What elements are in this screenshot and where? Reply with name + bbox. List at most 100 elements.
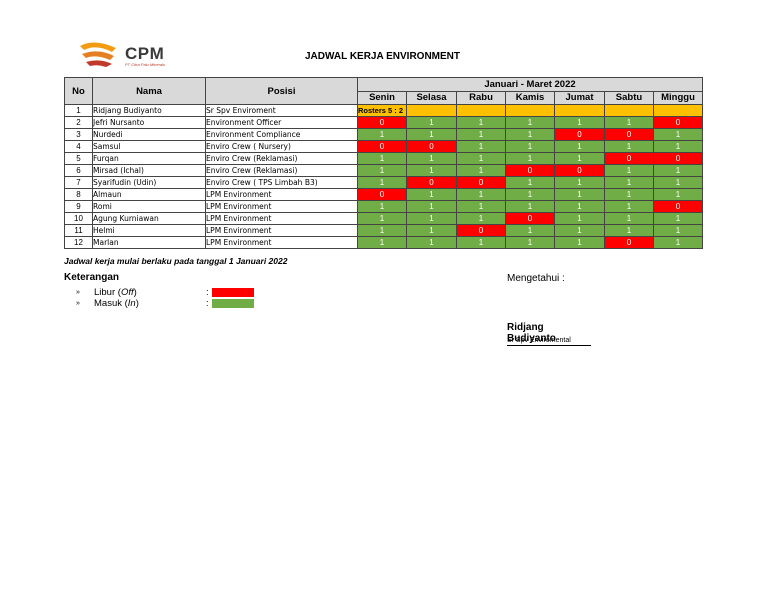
- schedule-cell: 0: [653, 116, 703, 129]
- schedule-cell: 0: [505, 164, 555, 177]
- header-nama: Nama: [92, 77, 206, 105]
- employee-position: Environment Compliance: [205, 128, 358, 141]
- schedule-cell: 1: [554, 212, 605, 225]
- schedule-cell: 1: [406, 236, 457, 249]
- schedule-cell: 1: [653, 236, 703, 249]
- legend-swatch-on: [212, 299, 254, 308]
- schedule-cell: 1: [604, 188, 654, 201]
- employee-name: Romi: [92, 200, 206, 213]
- schedule-cell: 1: [604, 200, 654, 213]
- employee-position: LPM Environment: [205, 212, 358, 225]
- header-day: Rabu: [456, 91, 506, 105]
- header-day: Kamis: [505, 91, 555, 105]
- table-row: 11 Helmi LPM Environment 1 1 0 1 1 1 1: [64, 224, 703, 237]
- logo-subtitle: PT Citra Palu Minerals: [125, 62, 166, 67]
- row-number: 12: [64, 236, 93, 249]
- employee-position: LPM Environment: [205, 236, 358, 249]
- roster-fill-cell: [653, 104, 703, 117]
- schedule-cell: 1: [554, 236, 605, 249]
- schedule-cell: 1: [604, 140, 654, 153]
- schedule-cell: 1: [653, 212, 703, 225]
- schedule-cell: 0: [456, 176, 506, 189]
- schedule-cell: 1: [357, 176, 407, 189]
- schedule-cell: 1: [456, 140, 506, 153]
- header-day: Sabtu: [604, 91, 654, 105]
- schedule-cell: 1: [505, 140, 555, 153]
- legend-colon: :: [206, 287, 209, 298]
- row-number: 5: [64, 152, 93, 165]
- legend-item-on: » Masuk ( In ) :: [76, 298, 254, 309]
- schedule-cell: 1: [456, 200, 506, 213]
- header-day: Senin: [357, 91, 407, 105]
- roster-label: Rosters 5 : 2: [357, 104, 407, 117]
- schedule-cell: 1: [604, 116, 654, 129]
- schedule-cell: 0: [406, 176, 457, 189]
- employee-name: Furqan: [92, 152, 206, 165]
- schedule-cell: 1: [604, 212, 654, 225]
- employee-name: Nurdedi: [92, 128, 206, 141]
- table-row: 7 Syarifudin (Udin) Enviro Crew ( TPS Limb…: [64, 176, 703, 189]
- schedule-cell: 0: [604, 236, 654, 249]
- schedule-cell: 1: [406, 116, 457, 129]
- table-row: 3 Nurdedi Environment Compliance 1 1 1 1 0 0 1: [64, 128, 703, 141]
- schedule-cell: 0: [653, 200, 703, 213]
- row-number: 1: [64, 104, 93, 117]
- row-number: 7: [64, 176, 93, 189]
- employee-name: Syarifudin (Udin): [92, 176, 206, 189]
- schedule-cell: 1: [505, 236, 555, 249]
- row-number: 4: [64, 140, 93, 153]
- schedule-cell: 0: [505, 212, 555, 225]
- table-row: 12 Marlan LPM Environment 1 1 1 1 1 0 1: [64, 236, 703, 249]
- schedule-cell: 1: [357, 224, 407, 237]
- employee-position: Enviro Crew ( Nursery): [205, 140, 358, 153]
- schedule-cell: 0: [357, 116, 407, 129]
- table-row: 8 Almaun LPM Environment 0 1 1 1 1 1 1: [64, 188, 703, 201]
- schedule-cell: 1: [406, 152, 457, 165]
- roster-fill-cell: [604, 104, 654, 117]
- schedule-cell: 1: [357, 200, 407, 213]
- schedule-cell: 1: [456, 128, 506, 141]
- schedule-cell: 1: [357, 152, 407, 165]
- employee-name: Ridjang Budiyanto: [92, 104, 206, 117]
- schedule-cell: 0: [604, 152, 654, 165]
- legend-item-off: » Libur ( Off ) :: [76, 287, 254, 298]
- schedule-cell: 1: [357, 164, 407, 177]
- schedule-cell: 1: [456, 188, 506, 201]
- header-day: Minggu: [653, 91, 703, 105]
- table-row: 1 Ridjang Budiyanto Sr Spv Enviroment Roste…: [64, 104, 703, 117]
- employee-name: Samsul: [92, 140, 206, 153]
- schedule-cell: 1: [505, 188, 555, 201]
- table-row: 9 Romi LPM Environment 1 1 1 1 1 1 0: [64, 200, 703, 213]
- employee-position: Enviro Crew ( TPS Limbah B3): [205, 176, 358, 189]
- schedule-cell: 1: [357, 128, 407, 141]
- schedule-cell: 0: [554, 164, 605, 177]
- logo-text: CPM: [125, 44, 165, 63]
- schedule-cell: 1: [554, 152, 605, 165]
- table-row: 4 Samsul Enviro Crew ( Nursery) 0 0 1 1 1 1 1: [64, 140, 703, 153]
- legend-label-pre: Masuk (: [94, 298, 128, 309]
- schedule-cell: 1: [554, 188, 605, 201]
- schedule-cell: 0: [357, 140, 407, 153]
- schedule-cell: 1: [357, 212, 407, 225]
- header-period: Januari - Maret 2022: [357, 77, 703, 92]
- legend-colon: :: [206, 298, 209, 309]
- roster-fill-cell: [456, 104, 506, 117]
- legend-bullet: »: [76, 289, 80, 296]
- schedule-cell: 1: [653, 164, 703, 177]
- schedule-cell: 1: [406, 224, 457, 237]
- schedule-cell: 1: [653, 176, 703, 189]
- employee-position: LPM Environment: [205, 224, 358, 237]
- schedule-cell: 0: [357, 188, 407, 201]
- schedule-cell: 1: [653, 188, 703, 201]
- schedule-cell: 1: [505, 176, 555, 189]
- employee-position: Enviro Crew (Reklamasi): [205, 152, 358, 165]
- row-number: 11: [64, 224, 93, 237]
- schedule-table: No Nama Posisi Januari - Maret 2022 Seni…: [64, 77, 703, 249]
- legend-label-post: ): [133, 287, 137, 298]
- signer-name: Ridjang Budiyanto: [507, 322, 591, 346]
- schedule-cell: 1: [505, 152, 555, 165]
- signer-position: Sr Spv Enviromental: [507, 337, 571, 344]
- schedule-cell: 1: [456, 212, 506, 225]
- schedule-cell: 1: [554, 140, 605, 153]
- employee-position: Sr Spv Enviroment: [205, 104, 358, 117]
